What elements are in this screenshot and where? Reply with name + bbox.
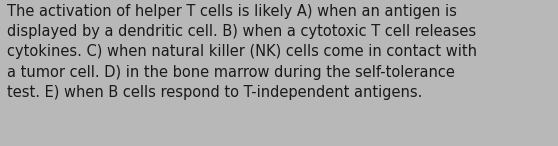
Text: The activation of helper T cells is likely A) when an antigen is
displayed by a : The activation of helper T cells is like… [7, 4, 477, 100]
